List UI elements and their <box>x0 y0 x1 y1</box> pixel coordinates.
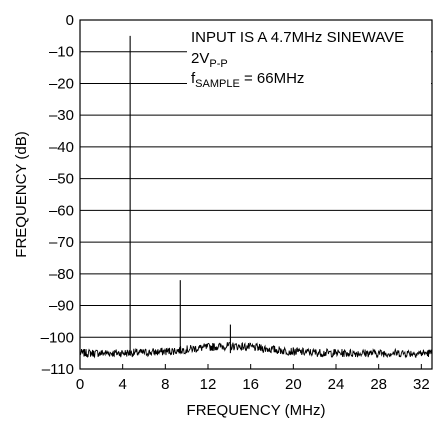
annotation-line-2: 2VP-P <box>191 50 228 70</box>
y-tick-label: –110 <box>42 361 74 378</box>
annotation-line-2-main: 2V <box>191 50 209 67</box>
spur-lines <box>129 35 231 354</box>
annotation-line-1: INPUT IS A 4.7MHz SINEWAVE <box>191 29 404 46</box>
x-tick-labels: 0 4 8 12 16 20 24 28 32 <box>76 376 430 393</box>
x-tick-label: 16 <box>242 376 259 393</box>
x-tick-label: 0 <box>76 376 84 393</box>
x-tick-label: 4 <box>118 376 126 393</box>
plot-frame <box>79 19 433 370</box>
annotation-backdrop <box>187 27 431 91</box>
annotation-line-3: fSAMPLE = 66MHz <box>191 70 304 90</box>
x-tick-marks <box>79 364 422 369</box>
y-tick-label: –90 <box>49 298 74 315</box>
spectrum-trace <box>79 341 433 359</box>
x-tick-label: 28 <box>370 376 387 393</box>
y-tick-label: –40 <box>49 139 74 156</box>
y-tick-label: 0 <box>66 12 74 29</box>
y-tick-label: –30 <box>49 107 74 124</box>
y-tick-label: –100 <box>41 329 74 346</box>
y-axis-label: FREQUENCY (dB) <box>13 131 30 257</box>
y-tick-label: –80 <box>49 266 74 283</box>
y-tick-label: –10 <box>49 44 74 61</box>
x-tick-label: 32 <box>413 376 430 393</box>
x-axis-label: FREQUENCY (MHz) <box>187 402 326 419</box>
annotation-line-2-sub: P-P <box>209 58 227 70</box>
y-tick-label: –20 <box>49 75 74 92</box>
y-tick-label: –50 <box>49 171 74 188</box>
x-tick-label: 24 <box>328 376 345 393</box>
y-tick-label: –60 <box>49 202 74 219</box>
annotation-line-3-main: f <box>191 70 196 87</box>
annotation-line-3-rest: = 66MHz <box>240 70 305 87</box>
x-tick-label: 20 <box>285 376 302 393</box>
x-tick-label: 12 <box>200 376 217 393</box>
y-tick-label: –70 <box>49 234 74 251</box>
y-tick-labels: 0 –10 –20 –30 –40 –50 –60 –70 –80 –90 –100 –110 <box>41 12 74 378</box>
x-tick-label: 8 <box>161 376 169 393</box>
annotation-line-3-sub: SAMPLE <box>195 78 240 90</box>
